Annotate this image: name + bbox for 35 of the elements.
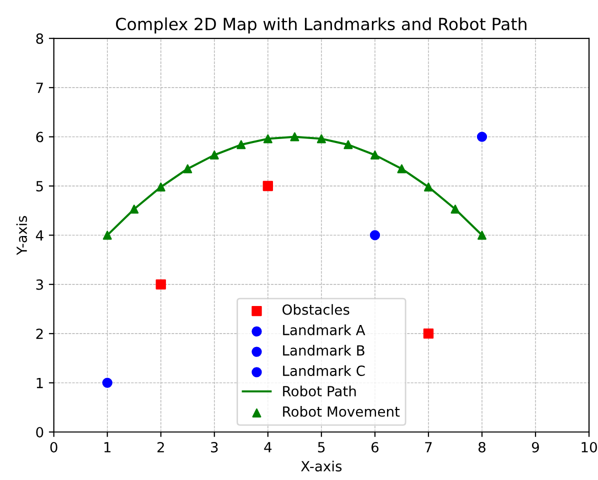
x-tick-label: 6 <box>372 442 378 452</box>
y-tick-label: 3 <box>36 279 43 290</box>
y-axis-title: Y-axis <box>16 216 28 256</box>
legend-label: Robot Path <box>283 386 356 396</box>
y-tick-label: 8 <box>36 33 44 44</box>
point <box>156 279 166 290</box>
y-tick-label: 0 <box>36 426 44 438</box>
legend-label: Landmark C <box>283 365 365 376</box>
y-tick-label: 7 <box>36 82 43 93</box>
point <box>476 132 488 142</box>
x-tick-label: 8 <box>478 442 486 452</box>
point <box>102 378 112 388</box>
legend-label: Obstacles <box>282 304 350 315</box>
chart-title: Complex 2D Map with Landmarks and Robot Path <box>116 17 526 34</box>
x-tick-label: 4 <box>264 442 272 452</box>
y-tick-label: 4 <box>36 230 44 240</box>
x-tick-label: 9 <box>532 442 539 452</box>
x-axis-title: X-axis <box>301 460 342 472</box>
legend-label: Landmark A <box>283 324 366 336</box>
x-tick-label: 10 <box>582 442 597 452</box>
y-tick-label: 5 <box>36 181 43 192</box>
x-tick-label: 1 <box>104 442 110 452</box>
x-tick-label: 7 <box>425 442 432 452</box>
point <box>423 328 434 339</box>
y-tick-label: 6 <box>36 132 44 142</box>
x-tick-label: 3 <box>211 442 218 452</box>
legend-label: Landmark B <box>283 344 364 356</box>
x-tick-label: 0 <box>50 442 58 452</box>
legend-label: Robot Movement <box>283 406 400 417</box>
x-tick-label: 5 <box>318 442 325 452</box>
x-tick-label: 2 <box>157 442 164 452</box>
point <box>370 230 380 240</box>
point <box>262 180 273 192</box>
y-tick-label: 1 <box>36 378 43 388</box>
y-tick-label: 2 <box>36 328 43 339</box>
